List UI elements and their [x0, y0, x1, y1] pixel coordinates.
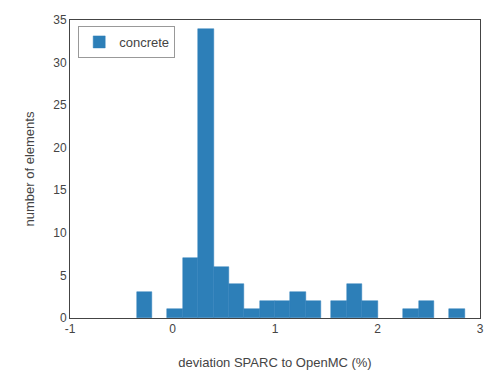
svg-text:concrete: concrete: [119, 35, 169, 50]
svg-text:deviation SPARC to OpenMC (%): deviation SPARC to OpenMC (%): [178, 355, 371, 370]
svg-text:30: 30: [53, 56, 67, 70]
svg-text:10: 10: [53, 226, 67, 240]
svg-text:0: 0: [60, 311, 67, 325]
svg-text:1: 1: [272, 322, 279, 336]
svg-text:number of elements: number of elements: [22, 111, 37, 226]
svg-text:15: 15: [53, 183, 67, 197]
svg-text:0: 0: [169, 322, 176, 336]
svg-text:-1: -1: [65, 322, 76, 336]
svg-text:2: 2: [374, 322, 381, 336]
svg-text:20: 20: [53, 141, 67, 155]
svg-text:25: 25: [53, 98, 67, 112]
svg-text:35: 35: [53, 13, 67, 27]
svg-text:5: 5: [60, 269, 67, 283]
svg-text:3: 3: [477, 322, 484, 336]
